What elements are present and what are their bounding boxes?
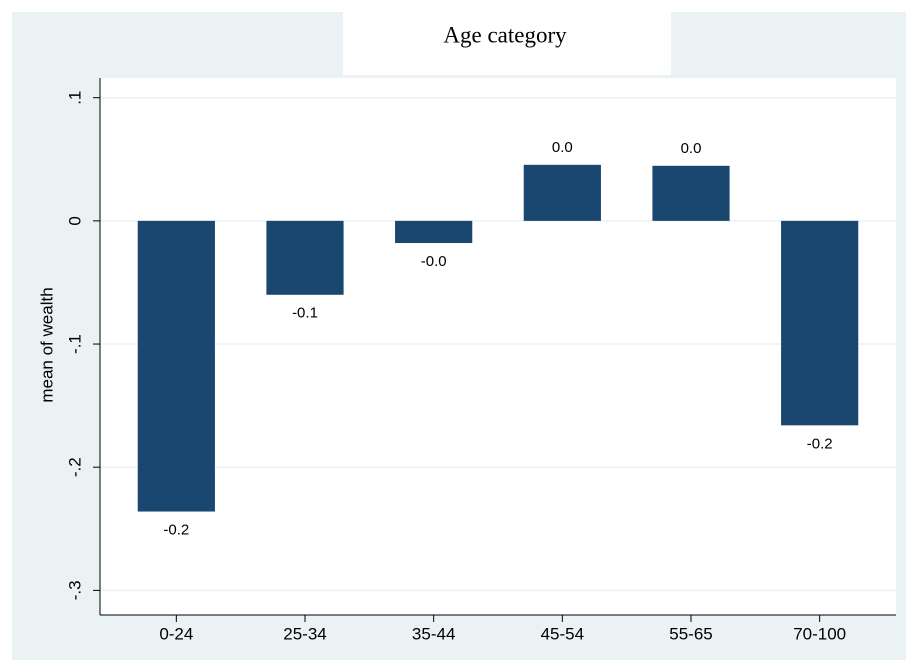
- x-tick-label: 35-44: [412, 624, 455, 643]
- y-tick-label: -.1: [65, 334, 84, 354]
- bar: [523, 164, 601, 221]
- title-box: [343, 12, 671, 75]
- y-tick-label: 0: [65, 216, 84, 225]
- x-tick-label: 45-54: [541, 624, 584, 643]
- x-tick-label: 70-100: [793, 624, 846, 643]
- chart-title: Age category: [443, 22, 567, 47]
- x-tick-label: 55-65: [669, 624, 712, 643]
- value-label: 0.0: [552, 139, 573, 156]
- bar: [652, 165, 730, 221]
- bar: [137, 220, 215, 512]
- x-tick-label: 0-24: [159, 624, 193, 643]
- y-tick-label: -.3: [65, 580, 84, 600]
- bar: [781, 220, 859, 426]
- y-tick-label: .1: [65, 91, 84, 105]
- x-tick-label: 25-34: [283, 624, 326, 643]
- value-label: 0.0: [681, 140, 702, 157]
- bar: [266, 220, 344, 295]
- bar: [395, 220, 473, 244]
- plot-area: [100, 78, 896, 615]
- y-tick-label: -.2: [65, 457, 84, 477]
- value-label: -0.0: [421, 253, 447, 270]
- value-label: -0.1: [292, 305, 318, 322]
- y-axis-title: mean of wealth: [37, 287, 56, 402]
- value-label: -0.2: [163, 522, 189, 539]
- value-label: -0.2: [807, 435, 833, 452]
